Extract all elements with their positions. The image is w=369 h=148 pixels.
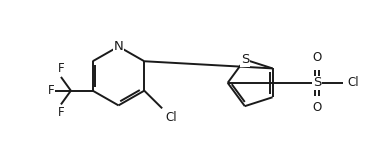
Text: S: S: [241, 53, 249, 66]
Text: Cl: Cl: [165, 111, 177, 124]
Text: Cl: Cl: [348, 76, 359, 89]
Text: F: F: [58, 106, 64, 119]
Text: S: S: [313, 76, 321, 89]
Text: F: F: [58, 62, 64, 75]
Text: F: F: [47, 84, 54, 97]
Text: O: O: [313, 51, 322, 64]
Text: N: N: [114, 40, 123, 53]
Text: O: O: [313, 102, 322, 114]
